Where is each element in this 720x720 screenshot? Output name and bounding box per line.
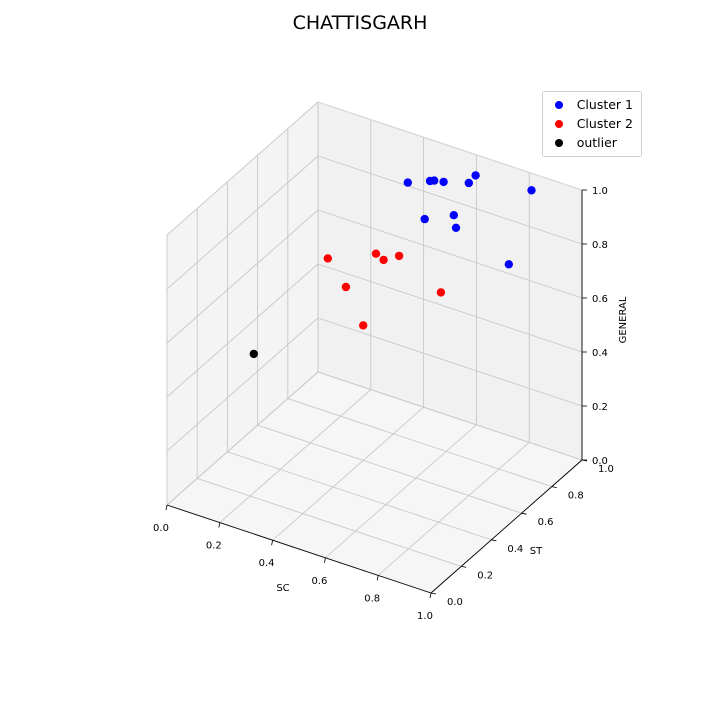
y-tick-label: 0.2 (477, 570, 493, 581)
grid-line (287, 398, 552, 488)
legend-marker-cluster-1 (554, 100, 563, 109)
point-cluster-2 (379, 255, 388, 265)
y-tick (521, 512, 527, 515)
axis-panes (167, 102, 582, 593)
point-cluster-1 (471, 171, 480, 180)
grid-line (197, 477, 462, 567)
x-tick-label: 0.8 (364, 593, 380, 604)
legend-marker-cluster-2 (554, 119, 563, 128)
x-tick-label: 0.0 (153, 523, 169, 534)
point-cluster-2 (436, 288, 446, 297)
point-cluster-1 (403, 178, 412, 187)
pane-back (318, 102, 582, 460)
z-tick-label: 0.2 (592, 402, 608, 413)
legend-item-cluster-1: Cluster 1 (551, 95, 633, 114)
y-tick (461, 566, 467, 568)
y-tick-label: 0.4 (507, 544, 523, 555)
grid-line (325, 424, 477, 559)
x-axis-label: SC (276, 583, 289, 594)
y-tick (430, 592, 437, 595)
point-cluster-2 (359, 321, 368, 330)
legend-label-cluster-1: Cluster 1 (576, 97, 633, 112)
grid-line (166, 263, 319, 398)
legend-label-cluster-2: Cluster 2 (576, 116, 633, 131)
x-axis-line (166, 504, 432, 594)
point-cluster-2 (394, 251, 404, 261)
z-tick-label: 0.0 (592, 456, 608, 467)
y-axis-line (430, 459, 583, 594)
point-cluster-1 (451, 223, 461, 232)
grid-line (166, 101, 319, 236)
grid-line (317, 209, 583, 299)
grid-line (377, 442, 530, 576)
chart-title: CHATTISGARH (293, 12, 428, 34)
point-cluster-1 (420, 214, 429, 224)
z-tick-label: 0.6 (592, 294, 608, 305)
x-tick-label: 0.4 (259, 558, 275, 569)
point-cluster-1 (527, 186, 536, 195)
y-tick-label: 0.8 (568, 491, 584, 502)
legend-item-outlier: outlier (551, 133, 633, 152)
x-tick (429, 592, 432, 599)
x-tick (218, 522, 221, 528)
x-tick (165, 504, 168, 511)
pane-left (167, 102, 318, 505)
y-tick (551, 486, 557, 488)
grid-line (317, 263, 583, 353)
y-tick-label: 0.6 (538, 517, 554, 528)
legend: Cluster 1 Cluster 2 outlier (541, 91, 642, 157)
x-tick (324, 557, 326, 563)
y-tick-label: 1.0 (598, 464, 614, 475)
point-cluster-2 (371, 249, 381, 258)
grid-line (166, 209, 319, 344)
grid-line (317, 371, 583, 461)
x-tick (271, 540, 273, 546)
y-axis-label: ST (530, 546, 543, 557)
grid-line (166, 155, 319, 290)
z-axis-label: GENERAL (618, 296, 629, 343)
grid-line (272, 406, 424, 541)
point-cluster-1 (425, 176, 435, 186)
legend-marker-outlier (554, 138, 563, 147)
grid-line (166, 317, 319, 452)
tick-labels: 0.00.20.40.60.81.00.00.20.40.60.81.00.00… (153, 186, 614, 622)
x-tick (376, 575, 379, 581)
axis-lines (166, 190, 583, 594)
x-tick-label: 1.0 (417, 611, 433, 622)
y-tick (491, 539, 497, 542)
point-cluster-1 (449, 211, 458, 220)
legend-label-outlier: outlier (576, 135, 617, 150)
point-cluster-2 (341, 282, 351, 292)
x-tick-label: 0.2 (206, 541, 222, 552)
y-tick-label: 0.0 (447, 597, 463, 608)
point-cluster-1 (464, 178, 473, 188)
grid-line (219, 389, 372, 523)
z-tick-label: 0.4 (592, 348, 608, 359)
z-tick-label: 0.8 (592, 240, 608, 251)
pane-floor (167, 372, 582, 593)
grid-line (166, 371, 319, 506)
z-tick-label: 1.0 (592, 186, 608, 197)
point-cluster-1 (439, 177, 448, 187)
data-points (249, 171, 536, 359)
grid-line (317, 155, 583, 245)
point-cluster-1 (504, 260, 513, 269)
grid-line (317, 317, 583, 407)
point-outlier (249, 349, 258, 359)
legend-item-cluster-2: Cluster 2 (551, 114, 633, 133)
grid-line (257, 424, 522, 514)
grid-line (317, 101, 583, 191)
grid-line (227, 451, 492, 541)
x-tick-label: 0.6 (311, 576, 327, 587)
point-cluster-2 (323, 254, 332, 263)
